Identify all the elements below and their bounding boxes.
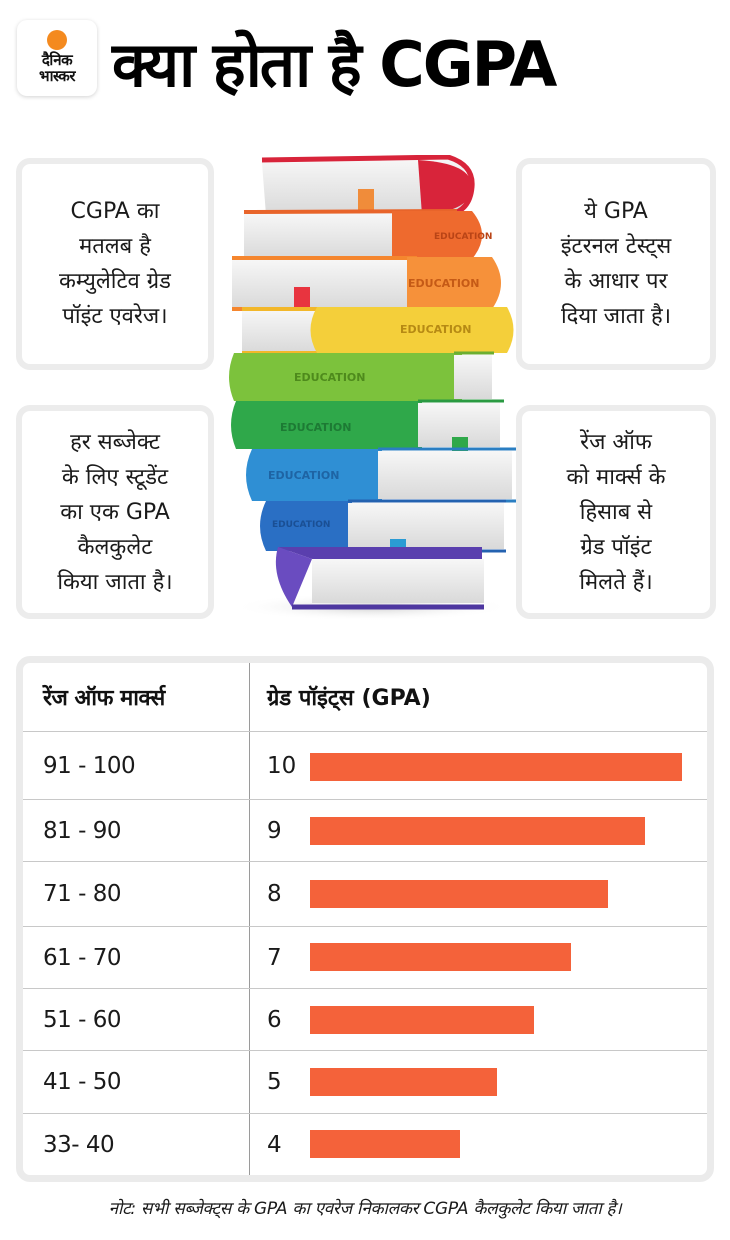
logo-line-2: भास्कर [39,67,75,85]
table-header-row: रेंज ऑफ मार्क्स ग्रेड पॉइंट्स (GPA) [23,663,707,731]
book-red [261,155,475,220]
table-row: 33- 40 4 [23,1113,707,1175]
info-card-internal-tests: ये GPA इंटरनल टेस्ट्स के आधार पर दिया जा… [516,158,716,370]
info-card-subject-gpa: हर सब्जेक्ट के लिए स्टूडेंट का एक GPA कै… [16,405,214,619]
info-card-text: ये GPA इंटरनल टेस्ट्स के आधार पर दिया जा… [560,199,672,329]
dainik-bhaskar-logo: दैनिक भास्कर [17,20,97,96]
gpa-bar [310,1006,534,1034]
books-stack-illustration: EDUCATION EDUCATION EDUCATION EDUCATION [222,155,518,625]
svg-text:EDUCATION: EDUCATION [280,421,351,434]
gpa-cell: 5 [267,1069,282,1095]
info-card-grade-points: रेंज ऑफ को मार्क्स के हिसाब से ग्रेड पॉइ… [516,405,716,619]
range-cell: 71 - 80 [43,881,121,907]
range-cell: 81 - 90 [43,817,121,844]
column-divider [249,663,250,1175]
range-cell: 61 - 70 [43,944,121,971]
table-row: 41 - 50 5 [23,1050,707,1113]
book-orange: EDUCATION [232,256,501,311]
footnote: नोट: सभी सब्जेक्ट्स के GPA का एवरेज निका… [108,1199,622,1219]
sun-icon [47,30,67,50]
gpa-cell: 8 [267,881,282,907]
book-yellow: EDUCATION [242,307,514,355]
table-row: 51 - 60 6 [23,988,707,1050]
table-row: 61 - 70 7 [23,926,707,988]
range-cell: 51 - 60 [43,1006,121,1033]
table-row: 71 - 80 8 [23,861,707,926]
gpa-bar [310,1130,460,1158]
gpa-bar [310,753,682,781]
gpa-cell: 7 [267,944,282,971]
svg-text:EDUCATION: EDUCATION [400,323,471,336]
range-cell: 33- 40 [43,1131,115,1158]
gpa-cell: 4 [267,1131,282,1158]
gpa-cell: 9 [267,817,282,844]
gpa-bar [310,817,645,845]
range-cell: 91 - 100 [43,752,136,779]
svg-text:EDUCATION: EDUCATION [272,520,330,530]
table-row: 81 - 90 9 [23,799,707,861]
gpa-cell: 10 [267,752,297,779]
info-card-cgpa-meaning: CGPA का मतलब है कम्युलेटिव ग्रेड पॉइंट ए… [16,158,214,370]
gpa-table: रेंज ऑफ मार्क्स ग्रेड पॉइंट्स (GPA) 91 -… [16,656,714,1182]
book-purple [275,547,484,610]
gpa-cell: 6 [267,1006,282,1033]
header-grade-points: ग्रेड पॉइंट्स (GPA) [267,686,431,711]
table-row: 91 - 100 10 [23,731,707,799]
svg-text:EDUCATION: EDUCATION [434,232,492,242]
gpa-bar [310,943,571,971]
page-title: क्या होता है CGPA [112,28,557,101]
book-blue: EDUCATION [246,447,516,503]
svg-text:EDUCATION: EDUCATION [294,371,365,384]
info-card-text: रेंज ऑफ को मार्क्स के हिसाब से ग्रेड पॉइ… [566,429,666,595]
svg-text:EDUCATION: EDUCATION [408,277,479,290]
info-card-text: CGPA का मतलब है कम्युलेटिव ग्रेड पॉइंट ए… [59,199,171,329]
book-light-green: EDUCATION [229,351,494,403]
logo-line-1: दैनिक [41,51,73,69]
gpa-bar [310,880,608,908]
book-dark-orange: EDUCATION [243,209,492,261]
range-cell: 41 - 50 [43,1069,121,1095]
header-range-of-marks: रेंज ऑफ मार्क्स [43,686,165,711]
svg-text:EDUCATION: EDUCATION [268,469,339,482]
info-card-text: हर सब्जेक्ट के लिए स्टूडेंट का एक GPA कै… [57,429,173,595]
gpa-bar [310,1068,497,1096]
